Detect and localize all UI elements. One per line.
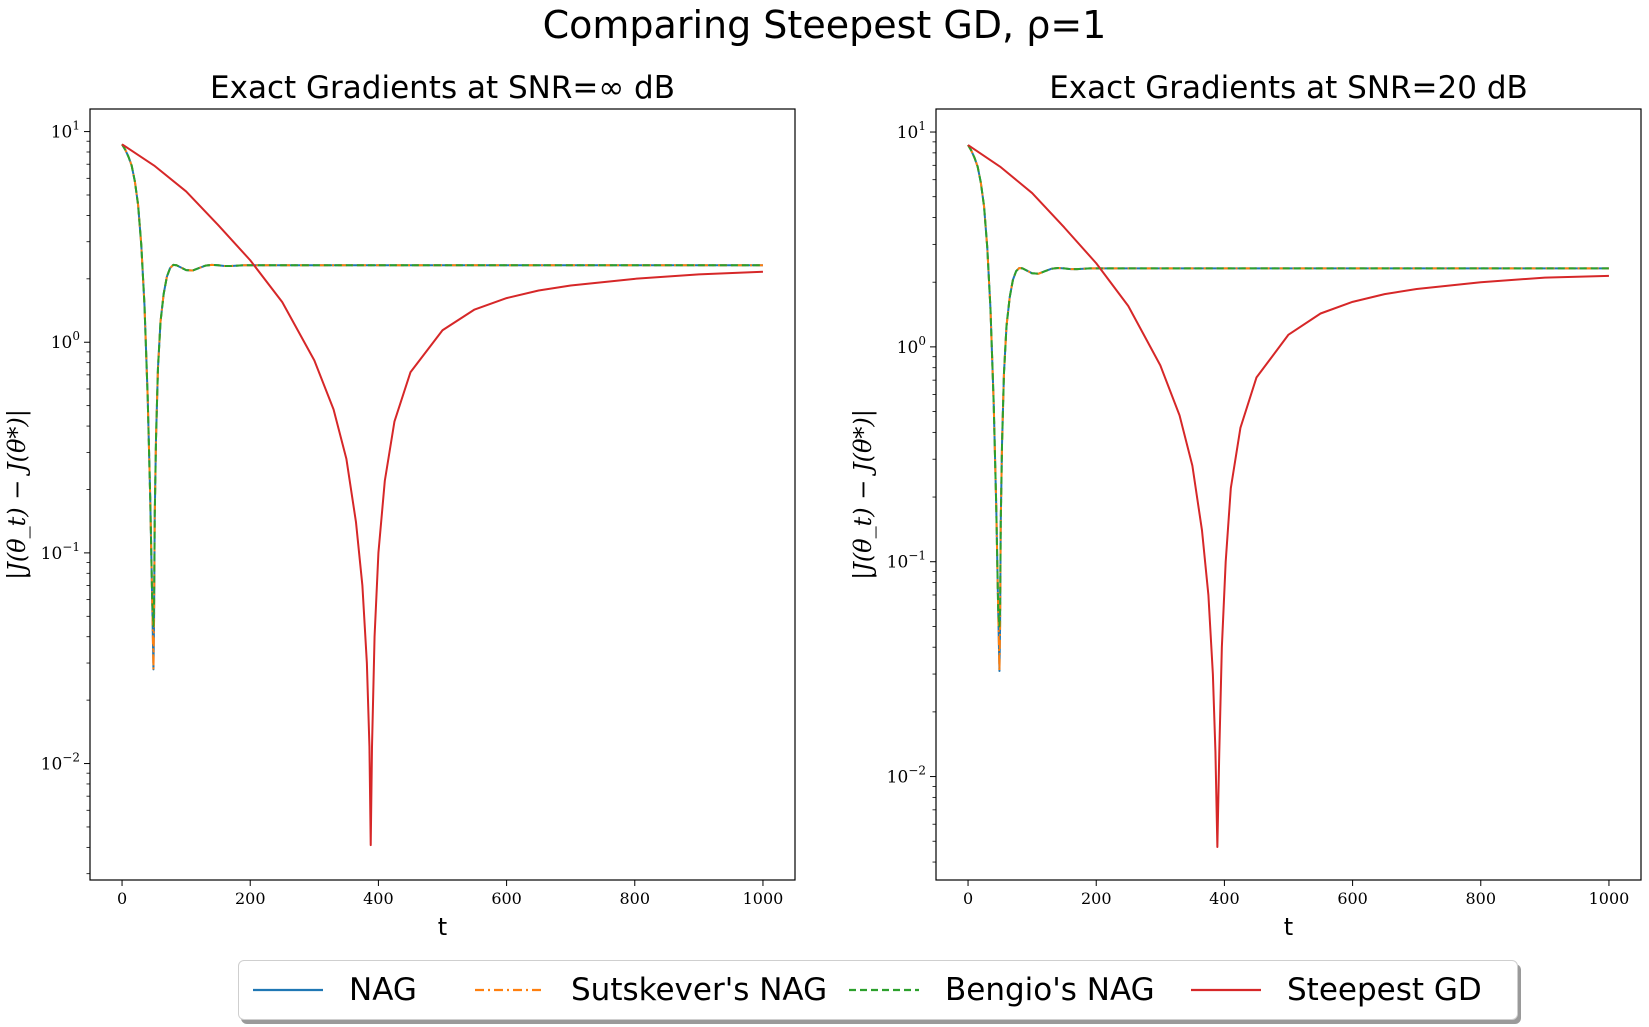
- subplot-snr-20: Exact Gradients at SNR=20 dB 0 200 400 600 80…: [849, 70, 1642, 941]
- x-tick-label: 600: [491, 889, 522, 908]
- series-line-nag: [967, 144, 1609, 672]
- axes-frame: [89, 108, 796, 881]
- x-tick-label: 200: [1081, 889, 1112, 908]
- subplot-title: Exact Gradients at SNR=∞ dB: [210, 70, 675, 106]
- legend-label-nag: NAG: [349, 972, 417, 1008]
- axes-frame: [935, 108, 1642, 881]
- legend: NAG Sutskever's NAG Bengio's NAG Steepes…: [238, 960, 1518, 1020]
- plot-area: [967, 144, 1609, 848]
- y-tick-label: 100: [51, 329, 80, 353]
- series-line-steepest-gd: [121, 143, 763, 847]
- x-tick-label: 400: [363, 889, 394, 908]
- series-line-bengio-s-nag: [121, 143, 763, 627]
- x-axis-label: t: [1284, 913, 1293, 941]
- plot-area: [121, 143, 763, 847]
- x-tick-label: 1000: [743, 889, 784, 908]
- x-tick-label: 600: [1337, 889, 1368, 908]
- figure-title: Comparing Steepest GD, ρ=1: [0, 0, 1649, 50]
- x-tick-label: 200: [235, 889, 266, 908]
- y-axis-label: |J(θ_t) − J(θ*)|: [3, 409, 32, 580]
- y-axis-label: |J(θ_t) − J(θ*)|: [849, 409, 878, 580]
- legend-item-steepest-gd: Steepest GD: [1191, 972, 1482, 1008]
- legend-item-bengio-nag: Bengio's NAG: [849, 972, 1155, 1008]
- series-line-sutskever-s-nag: [121, 143, 763, 671]
- legend-label-sutskever-nag: Sutskever's NAG: [571, 972, 828, 1008]
- y-tick-label: 100: [897, 334, 926, 358]
- legend-item-nag: NAG: [253, 972, 417, 1008]
- x-tick-label: 1000: [1589, 889, 1630, 908]
- series-line-sutskever-s-nag: [967, 144, 1609, 672]
- legend-swatch-bengio-nag: [849, 988, 919, 992]
- y-tick-label: 10−1: [41, 540, 80, 564]
- y-tick-label: 101: [897, 119, 926, 143]
- series-line-bengio-s-nag: [967, 144, 1609, 628]
- y-tick-label: 10−2: [887, 764, 926, 788]
- y-tick-label: 10−1: [887, 549, 926, 573]
- x-tick-label: 400: [1209, 889, 1240, 908]
- legend-swatch-nag: [253, 988, 323, 992]
- legend-item-sutskever-nag: Sutskever's NAG: [475, 972, 827, 1008]
- legend-swatch-sutskever-nag: [475, 988, 545, 992]
- series-line-nag: [121, 143, 763, 671]
- y-tick-label: 101: [51, 119, 80, 143]
- figure-canvas: Exact Gradients at SNR=∞ dB 0 200 400 600 800…: [3, 70, 1642, 941]
- series-line-steepest-gd: [967, 144, 1609, 848]
- legend-label-bengio-nag: Bengio's NAG: [945, 972, 1155, 1008]
- x-tick-label: 0: [963, 889, 973, 908]
- x-axis-label: t: [438, 913, 447, 941]
- x-tick-label: 0: [117, 889, 127, 908]
- legend-swatch-steepest-gd: [1191, 988, 1261, 992]
- subplot-snr-inf: Exact Gradients at SNR=∞ dB 0 200 400 600 800…: [3, 70, 796, 941]
- figure-title-text: Comparing Steepest GD, ρ=1: [542, 3, 1107, 47]
- x-tick-label: 800: [619, 889, 650, 908]
- legend-label-steepest-gd: Steepest GD: [1287, 972, 1482, 1008]
- subplot-title: Exact Gradients at SNR=20 dB: [1049, 70, 1528, 106]
- x-tick-label: 800: [1465, 889, 1496, 908]
- y-tick-label: 10−2: [41, 751, 80, 775]
